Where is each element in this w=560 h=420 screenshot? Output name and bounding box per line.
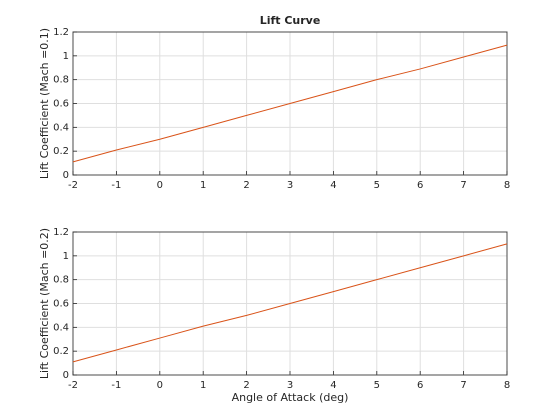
- y-tick-label: 0.6: [53, 299, 69, 310]
- y-tick-label: 1: [63, 251, 69, 262]
- y-tick-label: 0.8: [53, 75, 69, 86]
- y-tick-label: 1.2: [53, 27, 69, 38]
- x-tick-label: -1: [111, 180, 121, 191]
- x-tick-label: 3: [287, 380, 293, 391]
- x-tick-label: 2: [243, 180, 249, 191]
- y-tick-label: 0.4: [53, 122, 69, 133]
- x-tick-label: 4: [330, 180, 336, 191]
- x-tick-label: 8: [504, 380, 510, 391]
- x-tick-label: 0: [157, 380, 163, 391]
- x-tick-label: 4: [330, 380, 336, 391]
- chart-title: Lift Curve: [260, 14, 321, 27]
- x-tick-label: 6: [417, 180, 423, 191]
- x-tick-label: 6: [417, 380, 423, 391]
- x-tick-label: 8: [504, 180, 510, 191]
- x-axis-label: Angle of Attack (deg): [232, 391, 349, 404]
- y-tick-label: 0.8: [53, 275, 69, 286]
- x-tick-label: -1: [111, 380, 121, 391]
- x-tick-label: 2: [243, 380, 249, 391]
- y-tick-label: 1: [63, 51, 69, 62]
- axes-frame: [72, 231, 508, 376]
- y-tick-label: 0.6: [53, 99, 69, 110]
- x-tick-label: 0: [157, 180, 163, 191]
- y-tick-label: 0.2: [53, 146, 69, 157]
- line: [72, 243, 508, 363]
- y-tick-label: 0.2: [53, 346, 69, 357]
- line: [72, 44, 508, 163]
- y-tick-label: 0: [63, 170, 69, 181]
- y-tick-label: 0: [63, 370, 69, 381]
- x-tick-label: 7: [460, 180, 466, 191]
- x-tick-label: 1: [200, 180, 206, 191]
- axes-frame: [72, 31, 508, 176]
- y-axis-label: Lift Coefficient (Mach =0.2): [38, 228, 51, 379]
- x-tick-label: -2: [68, 180, 78, 191]
- x-tick-label: -2: [68, 380, 78, 391]
- x-tick-label: 3: [287, 180, 293, 191]
- x-tick-label: 5: [374, 380, 380, 391]
- x-tick-label: 1: [200, 380, 206, 391]
- y-tick-label: 0.4: [53, 322, 69, 333]
- y-axis-label: Lift Coefficient (Mach =0.1): [38, 28, 51, 179]
- y-tick-label: 1.2: [53, 227, 69, 238]
- x-tick-label: 5: [374, 180, 380, 191]
- x-tick-label: 7: [460, 380, 466, 391]
